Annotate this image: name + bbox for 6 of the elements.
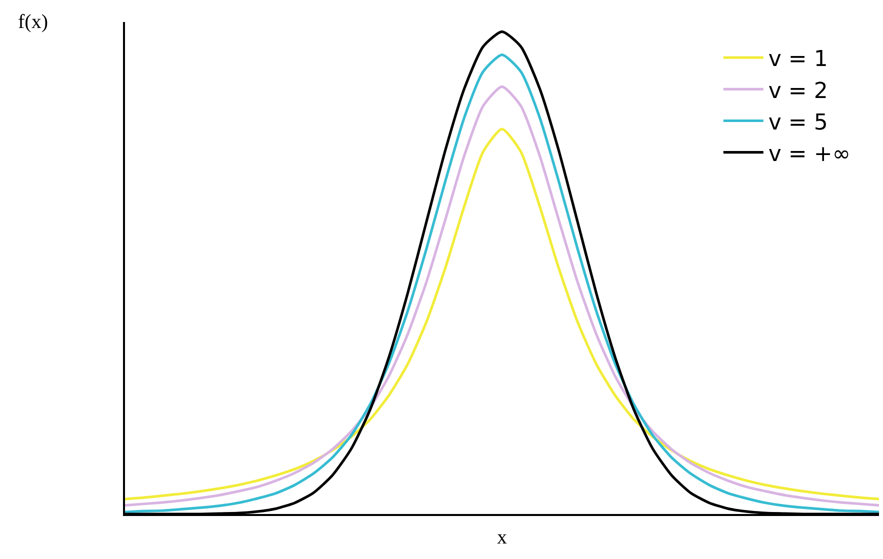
- legend-label: v = 1: [768, 47, 828, 72]
- legend-label: v = 5: [768, 110, 828, 136]
- y-axis-title: f(x): [18, 11, 48, 33]
- x-axis-title: x: [497, 526, 507, 548]
- legend-label: v = 2: [768, 78, 828, 104]
- legend-label: v = +∞: [768, 142, 851, 167]
